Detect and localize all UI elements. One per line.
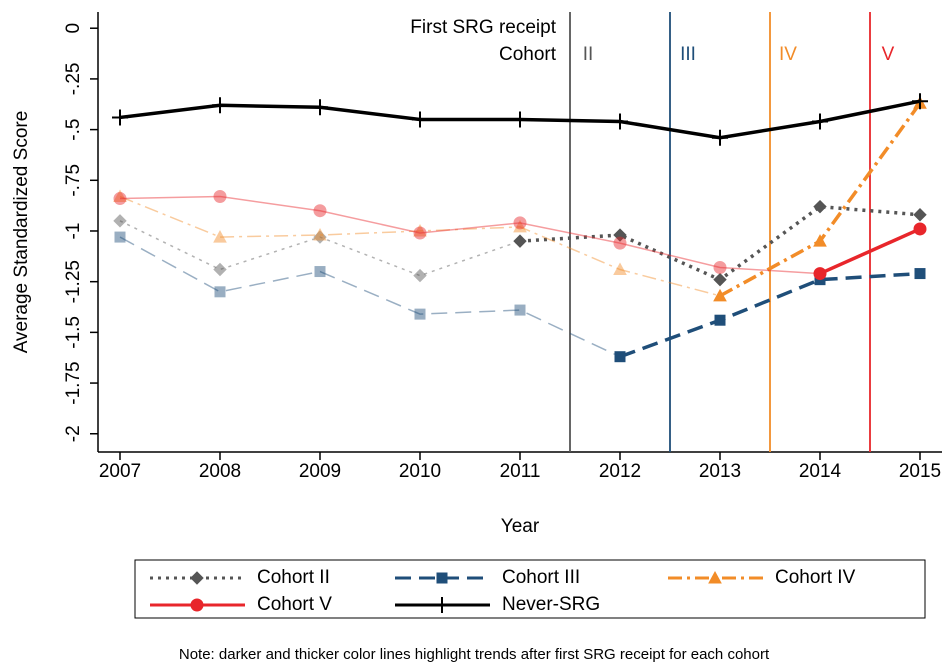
series-line-before bbox=[119, 195, 821, 275]
legend-label: Never-SRG bbox=[502, 594, 600, 615]
marker bbox=[813, 234, 827, 247]
marker bbox=[112, 109, 128, 126]
legend-label: Cohort V bbox=[257, 594, 332, 615]
marker bbox=[113, 192, 127, 206]
cohort-label: IV bbox=[779, 44, 797, 65]
note: Note: darker and thicker color lines hig… bbox=[179, 646, 770, 663]
x-tick-label: 2015 bbox=[899, 461, 941, 482]
cohort-label: III bbox=[680, 44, 696, 65]
series-line-after bbox=[619, 271, 921, 359]
x-tick-label: 2014 bbox=[799, 461, 842, 482]
marker bbox=[913, 222, 927, 236]
marker bbox=[813, 199, 827, 214]
x-tick-label: 2012 bbox=[599, 461, 641, 482]
marker bbox=[213, 230, 227, 243]
marker bbox=[512, 111, 528, 128]
marker bbox=[413, 268, 427, 283]
y-tick-label: -2 bbox=[63, 425, 84, 442]
marker bbox=[514, 304, 526, 316]
marker bbox=[913, 208, 927, 222]
cohort-label: II bbox=[583, 44, 594, 65]
marker bbox=[113, 189, 127, 203]
marker bbox=[313, 227, 327, 241]
marker bbox=[312, 99, 328, 116]
marker bbox=[712, 129, 728, 146]
x-tick-label: 2008 bbox=[199, 461, 241, 482]
marker bbox=[513, 219, 527, 233]
marker bbox=[414, 308, 426, 320]
legend-marker bbox=[434, 597, 450, 613]
y-tick-label: 0 bbox=[63, 23, 84, 34]
marker bbox=[412, 111, 428, 128]
marker bbox=[413, 226, 427, 240]
marker bbox=[213, 262, 227, 277]
marker bbox=[214, 286, 226, 298]
legend-box bbox=[134, 559, 926, 619]
annotation-title: First SRG receipt bbox=[410, 17, 556, 38]
marker bbox=[212, 97, 228, 114]
marker bbox=[213, 190, 227, 204]
x-tick-label: 2007 bbox=[99, 461, 141, 482]
y-tick-label: -1 bbox=[63, 223, 84, 240]
legend-label: Cohort III bbox=[502, 567, 580, 588]
marker bbox=[313, 230, 327, 244]
y-tick-label: -1.25 bbox=[63, 260, 84, 303]
marker bbox=[314, 266, 326, 278]
series-line-after bbox=[819, 227, 921, 276]
marker bbox=[713, 272, 727, 287]
y-tick-label: -.75 bbox=[63, 164, 84, 197]
marker bbox=[313, 204, 327, 218]
legend-marker bbox=[436, 572, 448, 584]
legend-label: Cohort II bbox=[257, 567, 330, 588]
x-tick-label: 2013 bbox=[699, 461, 741, 482]
y-axis-title: Average Standardized Score bbox=[11, 111, 32, 354]
legend-label: Cohort IV bbox=[775, 567, 856, 588]
marker bbox=[714, 314, 726, 326]
marker bbox=[613, 262, 627, 276]
legend-marker bbox=[190, 571, 204, 585]
marker bbox=[612, 113, 628, 130]
x-tick-label: 2010 bbox=[399, 461, 441, 482]
y-tick-label: -.5 bbox=[63, 119, 84, 141]
y-tick-label: -.25 bbox=[63, 63, 84, 96]
marker bbox=[413, 223, 427, 237]
marker bbox=[613, 236, 627, 250]
x-tick-label: 2009 bbox=[299, 461, 341, 482]
series-line-before bbox=[119, 236, 621, 358]
cohort-label: V bbox=[882, 44, 895, 65]
x-tick-label: 2011 bbox=[500, 461, 541, 482]
x-axis-title: Year bbox=[501, 516, 540, 537]
marker bbox=[713, 288, 727, 302]
marker bbox=[812, 113, 828, 130]
marker bbox=[713, 260, 727, 274]
marker bbox=[114, 231, 126, 243]
annotation-title: Cohort bbox=[499, 44, 557, 65]
marker bbox=[914, 268, 926, 280]
marker bbox=[113, 214, 127, 228]
legend-marker bbox=[708, 570, 722, 584]
marker bbox=[613, 228, 627, 242]
marker bbox=[912, 93, 928, 110]
marker bbox=[614, 351, 626, 363]
marker bbox=[813, 267, 827, 281]
series-line-before bbox=[119, 195, 721, 297]
y-tick-label: -1.75 bbox=[63, 361, 84, 404]
series-line-before bbox=[119, 220, 521, 277]
legend-marker bbox=[190, 598, 204, 612]
y-tick-label: -1.5 bbox=[63, 316, 84, 349]
marker bbox=[513, 216, 527, 230]
marker bbox=[513, 234, 527, 248]
